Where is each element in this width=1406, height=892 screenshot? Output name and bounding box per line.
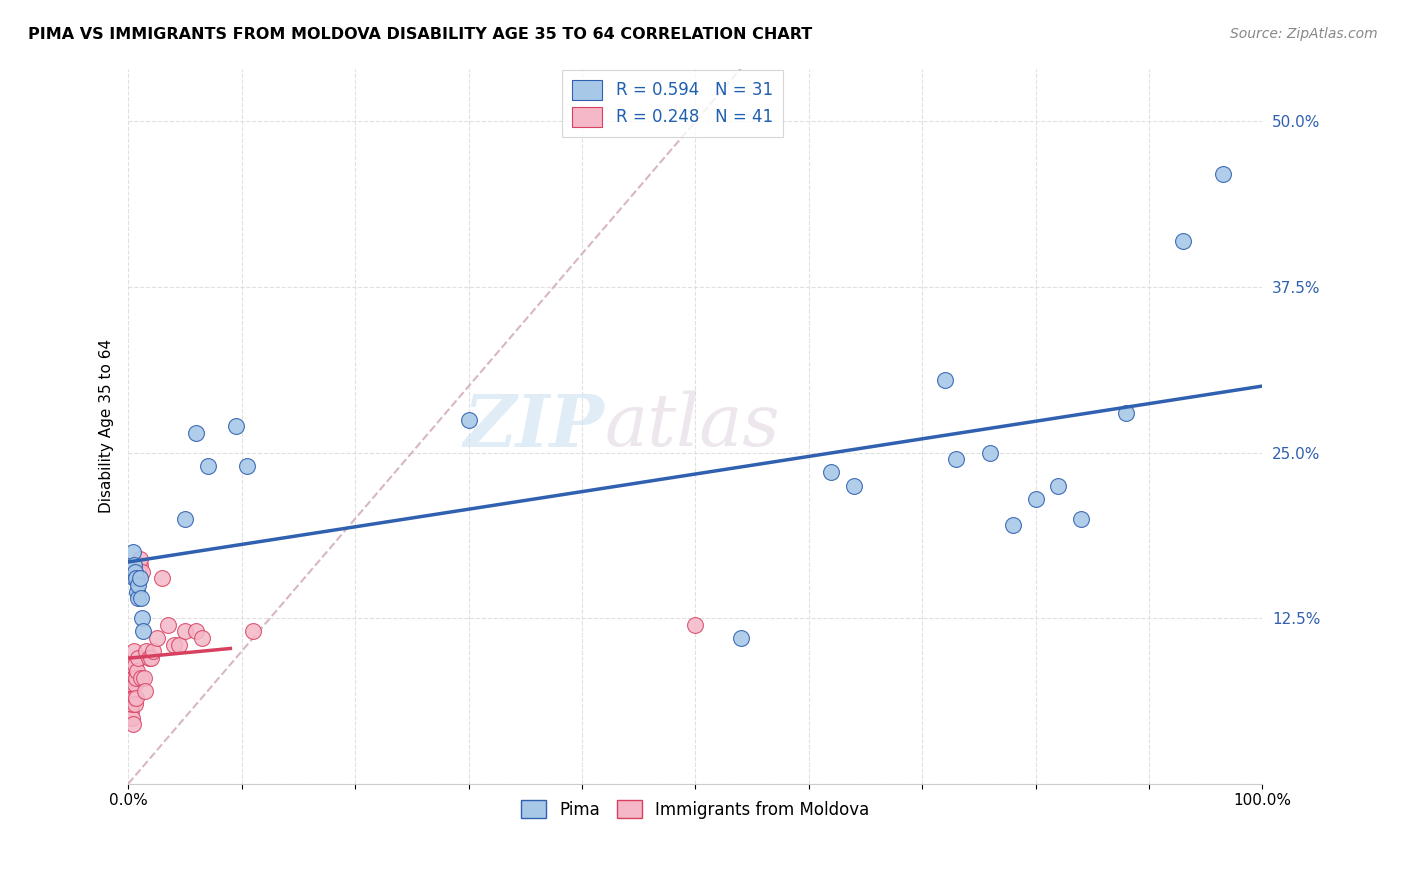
Point bbox=[730, 631, 752, 645]
Point bbox=[174, 512, 197, 526]
Point bbox=[1047, 479, 1070, 493]
Point bbox=[121, 671, 143, 685]
Point bbox=[236, 458, 259, 473]
Point bbox=[121, 710, 143, 724]
Point bbox=[122, 558, 145, 573]
Point bbox=[121, 698, 143, 712]
Point bbox=[124, 657, 146, 672]
Point bbox=[174, 624, 197, 639]
Point bbox=[135, 644, 157, 658]
Point bbox=[1070, 512, 1092, 526]
Point bbox=[131, 611, 153, 625]
Text: Source: ZipAtlas.com: Source: ZipAtlas.com bbox=[1230, 27, 1378, 41]
Point bbox=[979, 445, 1001, 459]
Point bbox=[1001, 518, 1024, 533]
Point bbox=[127, 584, 149, 599]
Text: ZIP: ZIP bbox=[464, 391, 605, 462]
Point bbox=[225, 419, 247, 434]
Point bbox=[127, 578, 149, 592]
Point bbox=[844, 479, 866, 493]
Point bbox=[128, 571, 150, 585]
Point bbox=[142, 644, 165, 658]
Point bbox=[124, 677, 146, 691]
Point bbox=[131, 565, 153, 579]
Point bbox=[121, 677, 143, 691]
Point bbox=[128, 551, 150, 566]
Point bbox=[1171, 234, 1194, 248]
Legend: Pima, Immigrants from Moldova: Pima, Immigrants from Moldova bbox=[515, 794, 876, 825]
Point bbox=[138, 651, 160, 665]
Point bbox=[169, 638, 191, 652]
Point bbox=[132, 624, 155, 639]
Point bbox=[1212, 168, 1234, 182]
Point bbox=[125, 571, 148, 585]
Point bbox=[156, 617, 179, 632]
Point bbox=[125, 690, 148, 705]
Point bbox=[122, 671, 145, 685]
Point bbox=[127, 571, 149, 585]
Point bbox=[934, 373, 956, 387]
Text: PIMA VS IMMIGRANTS FROM MOLDOVA DISABILITY AGE 35 TO 64 CORRELATION CHART: PIMA VS IMMIGRANTS FROM MOLDOVA DISABILI… bbox=[28, 27, 813, 42]
Point bbox=[122, 690, 145, 705]
Point bbox=[134, 684, 156, 698]
Point bbox=[128, 558, 150, 573]
Point bbox=[162, 638, 184, 652]
Point bbox=[121, 545, 143, 559]
Point bbox=[125, 671, 148, 685]
Point bbox=[186, 624, 208, 639]
Point bbox=[121, 690, 143, 705]
Point bbox=[122, 571, 145, 585]
Point bbox=[150, 571, 173, 585]
Point bbox=[127, 664, 149, 678]
Point bbox=[124, 698, 146, 712]
Point bbox=[120, 684, 142, 698]
Point bbox=[134, 671, 156, 685]
Point bbox=[118, 657, 141, 672]
Point bbox=[121, 717, 143, 731]
Point bbox=[139, 651, 162, 665]
Text: atlas: atlas bbox=[605, 391, 780, 461]
Point bbox=[129, 671, 152, 685]
Point bbox=[120, 704, 142, 718]
Point bbox=[127, 591, 149, 606]
Point bbox=[129, 591, 152, 606]
Point bbox=[1025, 491, 1047, 506]
Point bbox=[242, 624, 264, 639]
Point bbox=[197, 458, 219, 473]
Y-axis label: Disability Age 35 to 64: Disability Age 35 to 64 bbox=[100, 339, 114, 513]
Point bbox=[945, 452, 967, 467]
Point bbox=[457, 412, 479, 426]
Point bbox=[127, 565, 149, 579]
Point bbox=[127, 651, 149, 665]
Point bbox=[124, 565, 146, 579]
Point bbox=[820, 466, 842, 480]
Point bbox=[186, 425, 208, 440]
Point bbox=[122, 644, 145, 658]
Point bbox=[1115, 406, 1137, 420]
Point bbox=[685, 617, 707, 632]
Point bbox=[191, 631, 214, 645]
Point bbox=[145, 631, 167, 645]
